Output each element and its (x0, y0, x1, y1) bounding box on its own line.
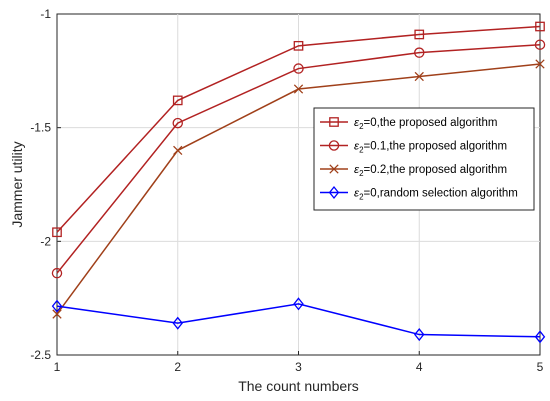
data-point (534, 39, 546, 50)
data-point (535, 21, 545, 32)
series-square (52, 21, 545, 238)
data-point (293, 297, 304, 311)
x-tick-label: 1 (54, 360, 61, 374)
data-point (293, 40, 304, 51)
legend-box (313, 107, 535, 211)
x-axis-label: The count numbers (238, 378, 359, 394)
y-tick-label: -2.5 (30, 348, 51, 362)
legend-entry: ε2=0,the proposed algorithm (320, 117, 497, 131)
legend-marker (329, 164, 339, 174)
legend-label: ε2=0.1,the proposed algorithm (354, 141, 507, 155)
axis-ticks: 1 2 3 4 5 -2.5 -2 -1.5 -1 (30, 7, 543, 374)
data-point (414, 71, 424, 82)
legend-entry: ε2=0.1,the proposed algorithm (320, 140, 507, 155)
legend-marker (328, 185, 340, 200)
series-x (52, 59, 545, 319)
series-group (51, 21, 546, 344)
legend-label: ε2=0,the proposed algorithm (354, 117, 497, 131)
data-point (293, 84, 304, 94)
data-point (534, 330, 546, 344)
series-line (56, 43, 541, 274)
data-point (293, 63, 304, 74)
series-line (56, 303, 541, 338)
y-tick-label: -2 (40, 234, 51, 248)
x-tick-label: 4 (416, 360, 423, 374)
y-axis-label: Jammer utility (9, 141, 25, 227)
legend-entry: ε2=0.2,the proposed algorithm (320, 164, 507, 178)
data-point (414, 29, 425, 40)
legend-marker (329, 117, 339, 127)
y-tick-label: -1.5 (30, 121, 51, 135)
series-diamond (51, 297, 546, 344)
legend-marker (328, 140, 340, 151)
y-tick-label: -1 (40, 7, 51, 21)
data-point (51, 267, 63, 279)
data-point (172, 95, 183, 106)
x-tick-label: 5 (537, 360, 544, 374)
legend-label: ε2=0.2,the proposed algorithm (354, 164, 507, 178)
legend-label: ε2=0,random selection algorithm (354, 188, 518, 202)
data-point (52, 309, 62, 319)
data-point (535, 59, 545, 69)
data-point (172, 316, 183, 330)
legend-entry: ε2=0,random selection algorithm (320, 185, 518, 202)
data-point (51, 299, 63, 313)
legend: ε2=0,the proposed algorithm ε2=0.1,the pr… (313, 107, 535, 211)
series-line (56, 25, 541, 233)
data-point (413, 47, 425, 58)
series-circle (51, 39, 546, 279)
data-point (173, 145, 183, 156)
x-tick-label: 2 (174, 360, 181, 374)
data-point (52, 227, 62, 238)
data-point (172, 117, 183, 129)
x-tick-label: 3 (295, 360, 302, 374)
data-point (414, 327, 425, 342)
